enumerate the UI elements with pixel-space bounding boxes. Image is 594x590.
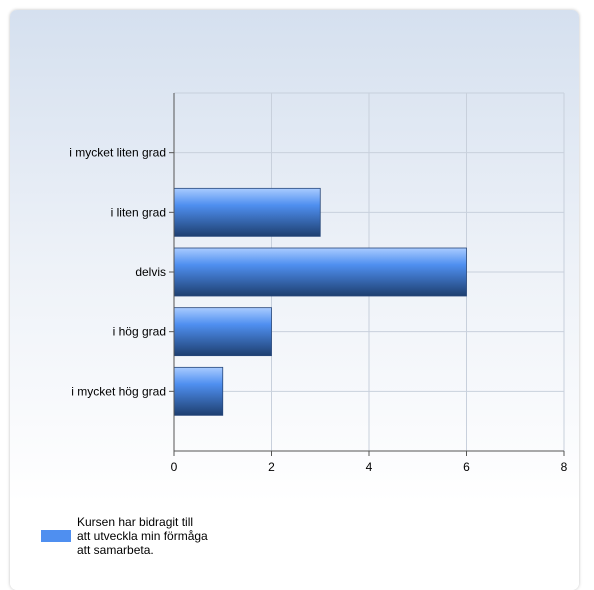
- y-tick-label: i mycket hög grad: [71, 384, 166, 398]
- y-tick-label: i hög grad: [113, 325, 166, 339]
- legend: Kursen har bidragit till att utveckla mi…: [41, 515, 208, 557]
- bar-4: [173, 366, 224, 416]
- legend-label: Kursen har bidragit till att utveckla mi…: [77, 515, 208, 557]
- x-tick-label: 8: [561, 460, 568, 474]
- y-tick-label: i mycket liten grad: [69, 146, 166, 160]
- y-tick-label: i liten grad: [111, 205, 166, 219]
- chart-panel: [10, 10, 579, 590]
- x-tick-label: 2: [268, 460, 275, 474]
- legend-swatch: [41, 530, 71, 542]
- bar-3: [173, 307, 272, 357]
- bar-1: [173, 187, 321, 237]
- x-tick-label: 6: [463, 460, 470, 474]
- bar-2: [173, 247, 467, 297]
- x-tick-label: 4: [366, 460, 373, 474]
- y-tick-label: delvis: [135, 265, 166, 279]
- x-tick-label: 0: [171, 460, 178, 474]
